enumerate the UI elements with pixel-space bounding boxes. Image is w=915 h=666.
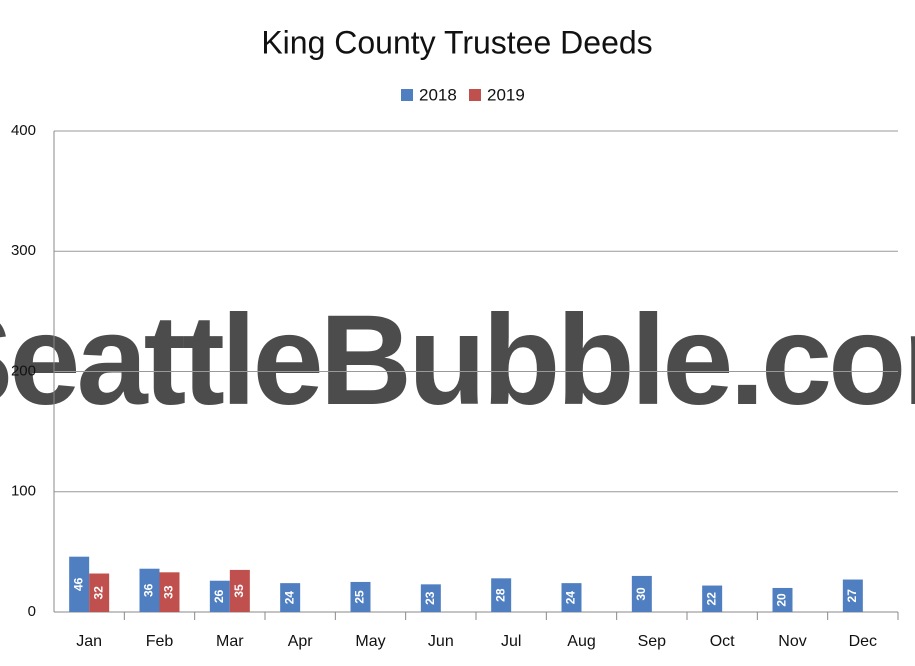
data-label: 36: [142, 583, 156, 597]
data-label: 26: [212, 589, 226, 603]
data-label: 24: [564, 591, 578, 605]
bar: [229, 569, 250, 612]
bar: [159, 572, 180, 612]
data-label: 22: [704, 592, 718, 606]
data-label: 25: [353, 590, 367, 604]
y-tick-label: 400: [11, 122, 36, 139]
y-tick-label: 200: [11, 362, 36, 379]
data-label: 23: [423, 591, 437, 605]
bar: [772, 587, 793, 612]
bar: [139, 568, 160, 612]
data-label: 24: [282, 591, 296, 605]
legend-label: 2019: [487, 85, 525, 104]
data-label: 46: [71, 577, 85, 591]
x-tick-label: Apr: [288, 633, 314, 650]
bar: [631, 575, 652, 612]
data-label: 32: [91, 586, 105, 600]
bar: [420, 584, 441, 612]
y-tick-label: 100: [11, 483, 36, 500]
bar: [350, 581, 371, 612]
bar: [561, 583, 582, 612]
x-tick-label: Feb: [146, 633, 174, 650]
bar: [842, 579, 863, 612]
x-tick-label: Dec: [849, 633, 877, 650]
x-tick-label: Jul: [501, 633, 521, 650]
bar: [702, 585, 723, 612]
x-tick-label: Nov: [778, 633, 806, 650]
legend-label: 2018: [419, 85, 457, 104]
data-label: 33: [162, 585, 176, 599]
legend-swatch: [469, 89, 481, 101]
x-tick-label: Mar: [216, 633, 244, 650]
chart-title: King County Trustee Deeds: [261, 24, 652, 60]
data-label: 35: [232, 584, 246, 598]
x-tick-label: Aug: [567, 633, 595, 650]
bar: [280, 583, 301, 612]
x-tick-label: Sep: [638, 633, 667, 650]
y-tick-label: 300: [11, 242, 36, 259]
legend-swatch: [401, 89, 413, 101]
x-tick-label: Oct: [710, 633, 735, 650]
bar: [209, 580, 230, 612]
x-tick-label: Jun: [428, 633, 454, 650]
data-label: 27: [845, 589, 859, 603]
bar: [491, 578, 512, 612]
data-label: 20: [775, 593, 789, 607]
watermark: SeattleBubble.com: [0, 289, 915, 432]
data-label: 28: [493, 588, 507, 602]
data-label: 30: [634, 587, 648, 601]
x-tick-label: May: [355, 633, 385, 650]
x-tick-label: Jan: [76, 633, 102, 650]
y-tick-label: 0: [28, 603, 36, 620]
bar: [69, 556, 90, 612]
bar: [89, 573, 110, 612]
